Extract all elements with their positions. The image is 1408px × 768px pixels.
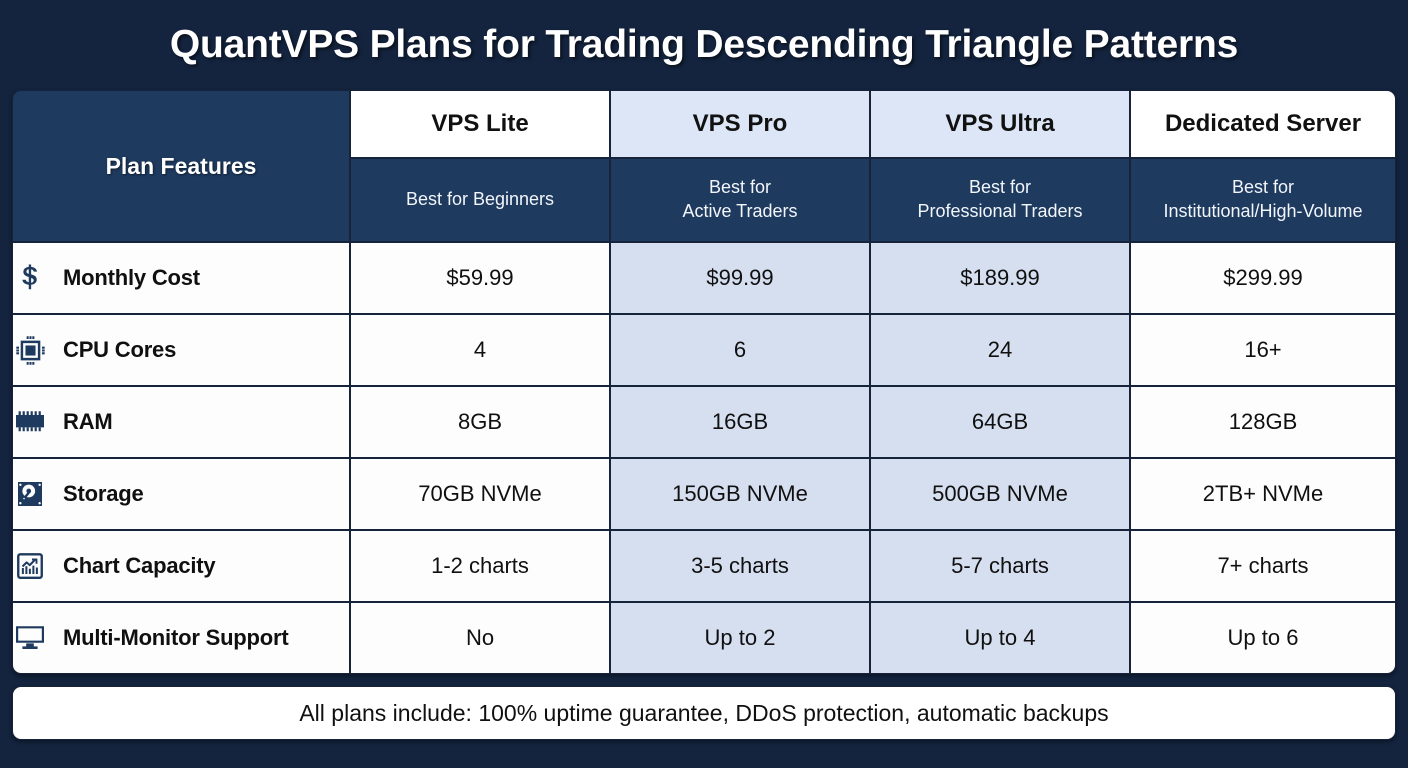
value-cell: 150GB NVMe xyxy=(610,458,870,530)
plan-header-vps-ultra[interactable]: VPS Ultra xyxy=(870,90,1130,158)
plan-header-vps-lite[interactable]: VPS Lite xyxy=(350,90,610,158)
plan-tagline-vps-ultra: Best for Professional Traders xyxy=(870,158,1130,242)
value-cell: No xyxy=(350,602,610,674)
value-cell: 24 xyxy=(870,314,1130,386)
value-cell: 3-5 charts xyxy=(610,530,870,602)
value-cell: 16+ xyxy=(1130,314,1396,386)
table-row: Monthly Cost $59.99 $99.99 $189.99 $299.99 xyxy=(12,242,1396,314)
value-cell: $189.99 xyxy=(870,242,1130,314)
feature-cell: RAM xyxy=(12,386,350,458)
cpu-chip-icon xyxy=(13,333,47,367)
plan-tagline-vps-lite: Best for Beginners xyxy=(350,158,610,242)
value-cell: 16GB xyxy=(610,386,870,458)
page-title: QuantVPS Plans for Trading Descending Tr… xyxy=(169,23,1239,66)
monitor-icon xyxy=(13,621,47,655)
feature-cell: Monthly Cost xyxy=(12,242,350,314)
value-cell: 128GB xyxy=(1130,386,1396,458)
value-cell: Up to 4 xyxy=(870,602,1130,674)
table-row: Chart Capacity 1-2 charts 3-5 charts 5-7 ch… xyxy=(12,530,1396,602)
value-cell: 5-7 charts xyxy=(870,530,1130,602)
plan-tagline-line: Best for xyxy=(1231,177,1295,198)
feature-label: CPU Cores xyxy=(63,336,177,362)
plan-tagline-vps-pro: Best for Active Traders xyxy=(610,158,870,242)
plan-header-vps-pro[interactable]: VPS Pro xyxy=(610,90,870,158)
memory-ram-icon xyxy=(13,405,47,439)
value-cell: 500GB NVMe xyxy=(870,458,1130,530)
value-cell: 6 xyxy=(610,314,870,386)
feature-label: Multi-Monitor Support xyxy=(63,624,289,650)
footer-note: All plans include: 100% uptime guarantee… xyxy=(12,686,1396,740)
plan-tagline-line: Professional Traders xyxy=(917,201,1083,221)
plan-tagline-dedicated-server: Best for Institutional/High-Volume xyxy=(1130,158,1396,242)
plan-tagline-line: Best for xyxy=(708,177,772,198)
plan-header-dedicated-server[interactable]: Dedicated Server xyxy=(1130,90,1396,158)
table-row: RAM 8GB 16GB 64GB 128GB xyxy=(12,386,1396,458)
feature-cell: Chart Capacity xyxy=(12,530,350,602)
plan-comparison-table: Plan Features VPS Lite VPS Pro VPS Ultra Ded… xyxy=(12,90,1396,674)
feature-label: Monthly Cost xyxy=(63,264,200,290)
feature-label: Chart Capacity xyxy=(63,552,216,578)
dollar-sign-icon xyxy=(13,261,47,295)
table-row: CPU Cores 4 6 24 16+ xyxy=(12,314,1396,386)
value-cell: 4 xyxy=(350,314,610,386)
footer-note-text: All plans include: 100% uptime guarantee… xyxy=(299,699,1109,726)
value-cell: 8GB xyxy=(350,386,610,458)
plan-features-header: Plan Features xyxy=(12,90,350,242)
value-cell: Up to 6 xyxy=(1130,602,1396,674)
value-cell: 7+ charts xyxy=(1130,530,1396,602)
feature-label: RAM xyxy=(63,408,113,434)
plan-tagline-line: Best for xyxy=(968,177,1032,198)
plan-tagline-line: Best for Beginners xyxy=(405,189,555,210)
value-cell: 64GB xyxy=(870,386,1130,458)
feature-cell: Multi-Monitor Support xyxy=(12,602,350,674)
hard-drive-icon xyxy=(13,477,47,511)
plan-tagline-line: Institutional/High-Volume xyxy=(1163,201,1363,221)
feature-cell: CPU Cores xyxy=(12,314,350,386)
feature-label: Storage xyxy=(63,480,144,506)
value-cell: $59.99 xyxy=(350,242,610,314)
value-cell: $299.99 xyxy=(1130,242,1396,314)
value-cell: 2TB+ NVMe xyxy=(1130,458,1396,530)
value-cell: $99.99 xyxy=(610,242,870,314)
plan-tagline-line: Active Traders xyxy=(682,201,798,221)
table-row: Storage 70GB NVMe 150GB NVMe 500GB NVMe 2TB+… xyxy=(12,458,1396,530)
table-row: Multi-Monitor Support No Up to 2 Up to 4 Up … xyxy=(12,602,1396,674)
value-cell: 1-2 charts xyxy=(350,530,610,602)
value-cell: Up to 2 xyxy=(610,602,870,674)
value-cell: 70GB NVMe xyxy=(350,458,610,530)
feature-cell: Storage xyxy=(12,458,350,530)
bar-chart-icon xyxy=(13,549,47,583)
